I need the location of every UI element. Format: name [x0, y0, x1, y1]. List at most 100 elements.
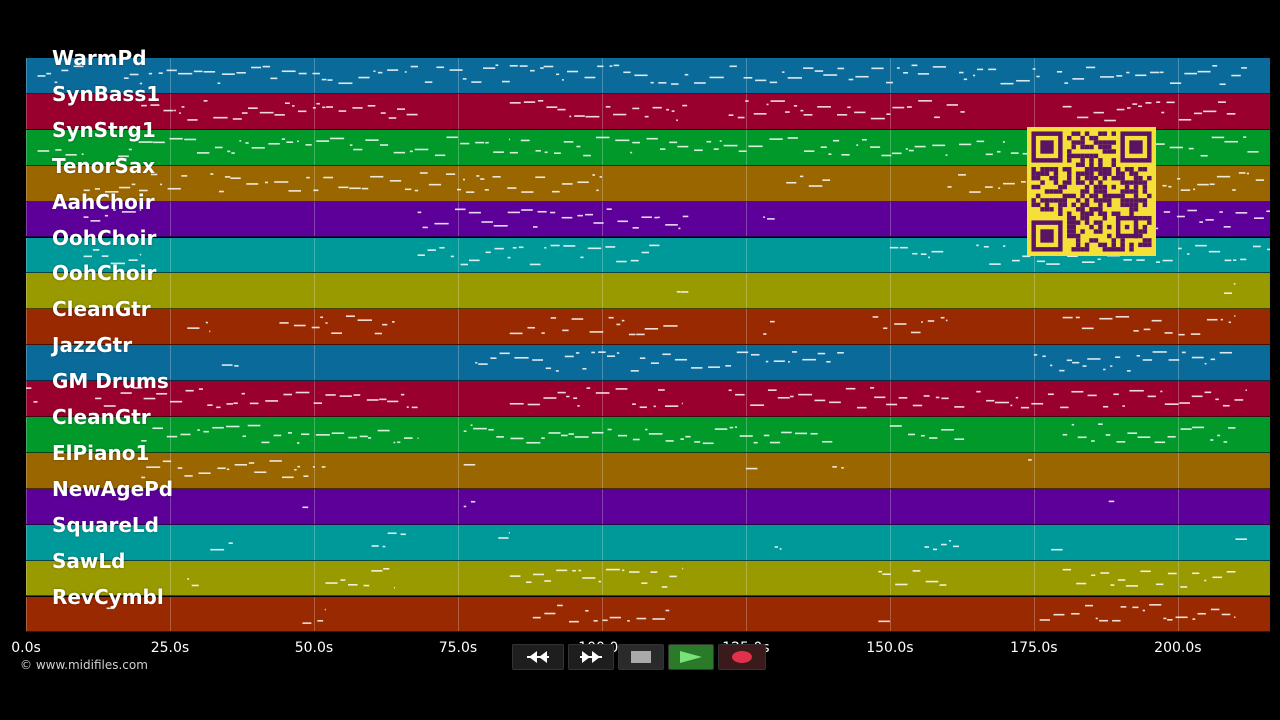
- track-lane[interactable]: [26, 345, 1270, 382]
- note: [903, 72, 909, 74]
- note: [763, 333, 767, 336]
- grid-line: [457, 488, 459, 524]
- fast-forward-icon: [580, 651, 602, 663]
- stop-button[interactable]: [618, 644, 664, 670]
- note: [663, 325, 678, 328]
- note: [198, 388, 203, 391]
- note: [1028, 459, 1032, 461]
- note: [1022, 254, 1031, 257]
- note: [550, 211, 556, 213]
- note: [753, 441, 758, 444]
- note: [520, 139, 530, 142]
- track-lane[interactable]: [26, 560, 1270, 597]
- grid-line: [745, 273, 747, 309]
- grid-line: [745, 381, 747, 416]
- track-notes: [210, 531, 1247, 551]
- note: [636, 617, 647, 619]
- note: [556, 73, 560, 76]
- note: [575, 352, 580, 354]
- note: [512, 246, 517, 249]
- note: [468, 211, 481, 214]
- note: [169, 400, 183, 403]
- note: [306, 176, 310, 179]
- qr-code-icon[interactable]: [1027, 127, 1156, 256]
- note: [428, 183, 442, 186]
- grid-line: [601, 417, 603, 452]
- note: [270, 77, 278, 80]
- track-notes: [187, 567, 1236, 589]
- track-lane[interactable]: [26, 58, 1270, 94]
- note: [1184, 72, 1198, 75]
- note: [560, 434, 568, 437]
- note: [548, 432, 561, 434]
- note: [1224, 140, 1238, 143]
- note: [719, 140, 722, 142]
- track-label: WarmPd: [52, 46, 147, 70]
- note: [379, 144, 389, 146]
- note: [533, 573, 544, 575]
- track-lane[interactable]: [26, 93, 1270, 130]
- note: [205, 322, 208, 324]
- track-lane[interactable]: [26, 273, 1270, 310]
- note: [925, 580, 939, 582]
- note: [921, 321, 923, 324]
- note: [1211, 136, 1225, 139]
- note: [510, 437, 524, 440]
- track-lane[interactable]: [26, 309, 1270, 346]
- track-lane[interactable]: [26, 488, 1270, 525]
- note: [677, 145, 689, 148]
- note: [1178, 247, 1182, 249]
- note: [1062, 433, 1068, 436]
- note: [279, 322, 289, 325]
- note: [535, 149, 541, 152]
- note: [787, 136, 798, 139]
- time-tick-label: 25.0s: [150, 640, 190, 656]
- grid-line: [745, 165, 747, 201]
- note: [353, 394, 361, 396]
- fast-forward-button[interactable]: [568, 644, 614, 670]
- grid-line: [313, 345, 315, 381]
- note: [288, 189, 302, 192]
- note: [929, 437, 938, 439]
- note: [246, 182, 259, 185]
- note: [781, 431, 792, 434]
- note: [374, 332, 382, 335]
- note: [556, 569, 568, 571]
- rewind-button[interactable]: [512, 644, 564, 670]
- track-lane[interactable]: [26, 381, 1270, 417]
- note: [265, 400, 279, 402]
- note: [254, 471, 267, 473]
- grid-line: [26, 129, 27, 165]
- note: [1075, 316, 1080, 319]
- track-lane[interactable]: [26, 596, 1270, 632]
- note: [713, 148, 719, 150]
- note: [690, 367, 703, 369]
- note: [251, 146, 265, 149]
- note: [632, 403, 636, 406]
- note: [1082, 365, 1087, 368]
- note: [1136, 355, 1140, 357]
- note: [449, 69, 463, 71]
- note: [1188, 147, 1194, 150]
- track-notes: [187, 315, 1236, 336]
- note: [1076, 582, 1087, 584]
- note: [1212, 576, 1223, 578]
- record-button[interactable]: [718, 644, 766, 670]
- note: [917, 73, 929, 75]
- track-lane[interactable]: [26, 417, 1270, 453]
- track-lane[interactable]: [26, 524, 1270, 561]
- note: [228, 542, 233, 544]
- note: [345, 315, 355, 318]
- note: [1241, 67, 1247, 69]
- grid-line: [601, 165, 603, 201]
- note: [736, 351, 749, 354]
- note: [388, 117, 397, 119]
- note: [848, 78, 854, 81]
- note: [387, 532, 397, 534]
- track-lane[interactable]: [26, 452, 1270, 489]
- note: [609, 65, 613, 67]
- note: [1215, 398, 1219, 401]
- note: [543, 65, 554, 68]
- play-button[interactable]: [668, 644, 714, 670]
- note: [281, 138, 286, 140]
